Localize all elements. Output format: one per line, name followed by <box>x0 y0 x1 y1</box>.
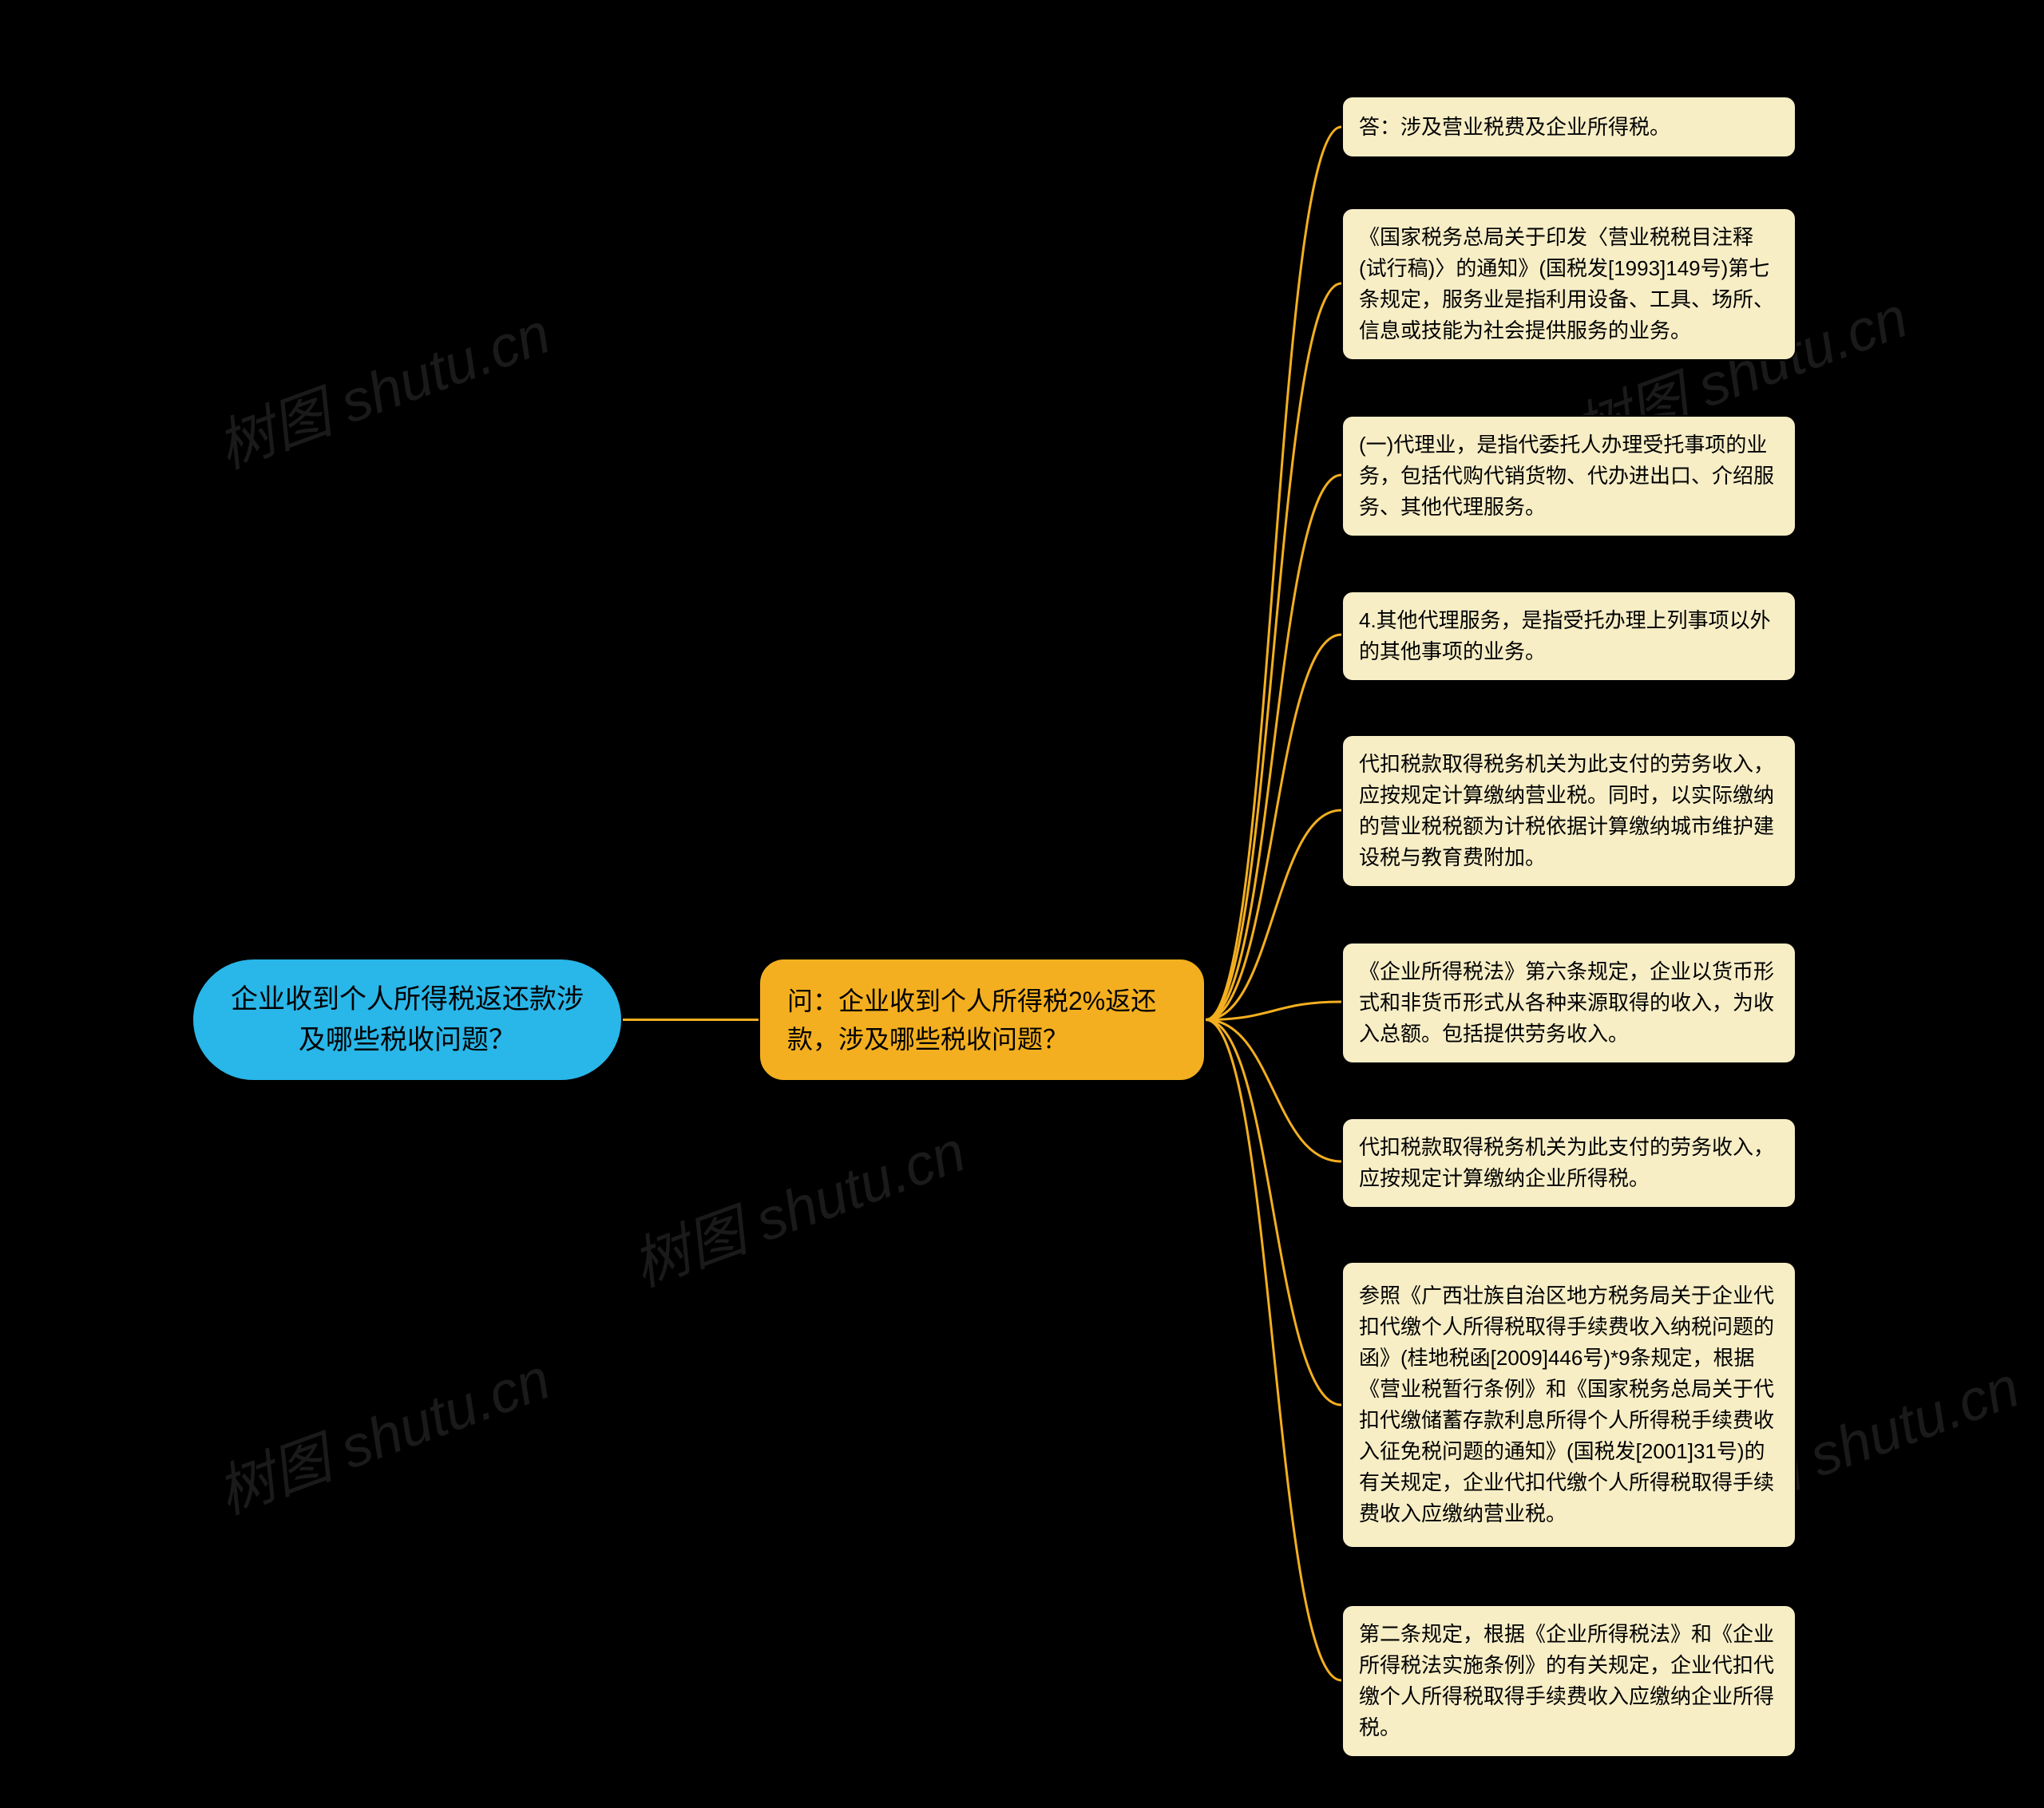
question-node[interactable]: 问：企业收到个人所得税2%返还款，涉及哪些税收问题？ <box>759 958 1206 1082</box>
answer-node[interactable]: (一)代理业，是指代委托人办理受托事项的业务，包括代购代销货物、代办进出口、介绍… <box>1341 415 1796 537</box>
answer-node[interactable]: 《企业所得税法》第六条规定，企业以货币形式和非货币形式从各种来源取得的收入，为收… <box>1341 942 1796 1064</box>
answer-node-label: 参照《广西壮族自治区地方税务局关于企业代扣代缴个人所得税取得手续费收入纳税问题的… <box>1359 1280 1779 1529</box>
root-node-label: 企业收到个人所得税返还款涉及哪些税收问题？ <box>228 979 586 1061</box>
answer-node[interactable]: 《国家税务总局关于印发〈营业税税目注释(试行稿)〉的通知》(国税发[1993]1… <box>1341 208 1796 361</box>
answer-node-label: 第二条规定，根据《企业所得税法》和《企业所得税法实施条例》的有关规定，企业代扣代… <box>1359 1619 1779 1743</box>
watermark: 树图 shutu.cn <box>204 1332 560 1530</box>
answer-node-label: 代扣税款取得税务机关为此支付的劳务收入，应按规定计算缴纳营业税。同时，以实际缴纳… <box>1359 749 1779 873</box>
answer-node-label: 《国家税务总局关于印发〈营业税税目注释(试行稿)〉的通知》(国税发[1993]1… <box>1359 222 1779 346</box>
question-node-label: 问：企业收到个人所得税2%返还款，涉及哪些税收问题？ <box>787 982 1177 1058</box>
mindmap-canvas: 树图 shutu.cn 树图 shutu.cn 树图 shutu.cn 树图 s… <box>0 0 2044 1808</box>
answer-node-label: 《企业所得税法》第六条规定，企业以货币形式和非货币形式从各种来源取得的收入，为收… <box>1359 956 1779 1050</box>
answer-node[interactable]: 4.其他代理服务，是指受托办理上列事项以外的其他事项的业务。 <box>1341 591 1796 682</box>
answer-node[interactable]: 参照《广西壮族自治区地方税务局关于企业代扣代缴个人所得税取得手续费收入纳税问题的… <box>1341 1261 1796 1549</box>
answer-node-label: (一)代理业，是指代委托人办理受托事项的业务，包括代购代销货物、代办进出口、介绍… <box>1359 429 1779 523</box>
answer-node-label: 4.其他代理服务，是指受托办理上列事项以外的其他事项的业务。 <box>1359 605 1779 667</box>
answer-node-label: 答：涉及营业税费及企业所得税。 <box>1359 112 1779 143</box>
answer-node[interactable]: 第二条规定，根据《企业所得税法》和《企业所得税法实施条例》的有关规定，企业代扣代… <box>1341 1604 1796 1758</box>
answer-node-label: 代扣税款取得税务机关为此支付的劳务收入，应按规定计算缴纳企业所得税。 <box>1359 1132 1779 1194</box>
watermark: 树图 shutu.cn <box>204 287 560 485</box>
answer-node[interactable]: 答：涉及营业税费及企业所得税。 <box>1341 96 1796 158</box>
watermark: 树图 shutu.cn <box>619 1105 975 1303</box>
answer-node[interactable]: 代扣税款取得税务机关为此支付的劳务收入，应按规定计算缴纳企业所得税。 <box>1341 1118 1796 1209</box>
answer-node[interactable]: 代扣税款取得税务机关为此支付的劳务收入，应按规定计算缴纳营业税。同时，以实际缴纳… <box>1341 734 1796 888</box>
root-node[interactable]: 企业收到个人所得税返还款涉及哪些税收问题？ <box>192 958 623 1082</box>
